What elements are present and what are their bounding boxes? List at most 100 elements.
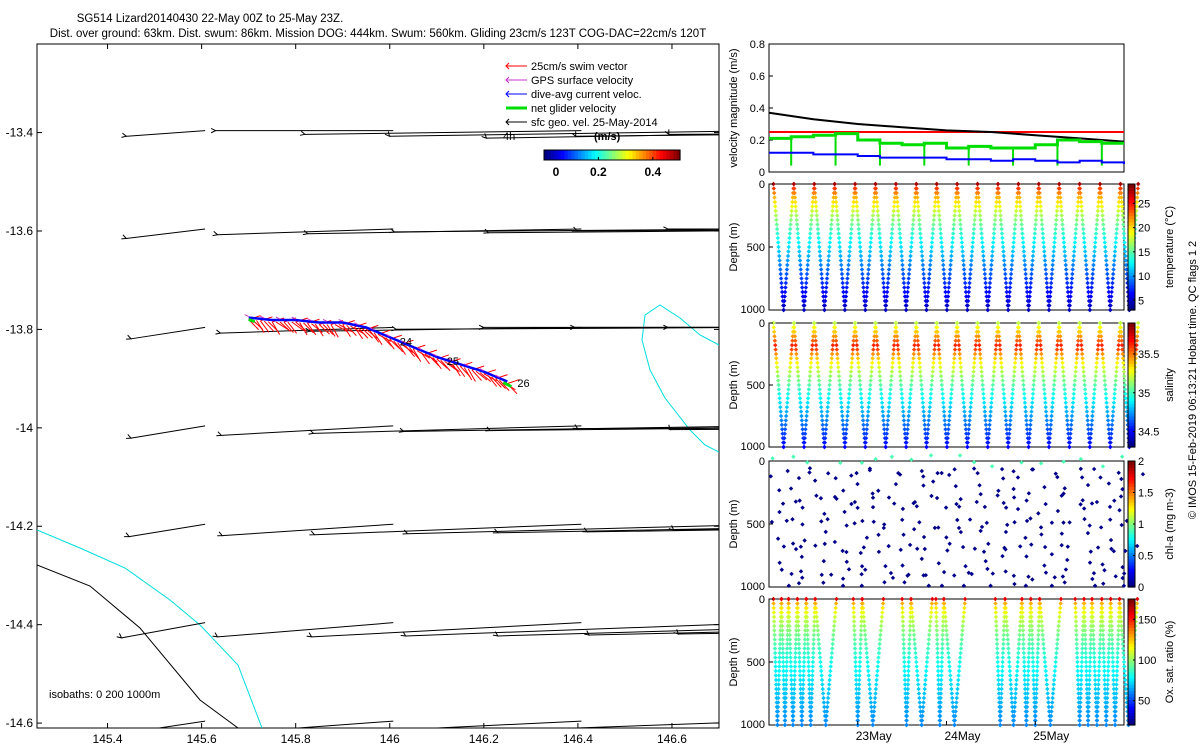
profile-point (1061, 459, 1066, 464)
profile-point (885, 285, 890, 290)
profile-point (977, 208, 982, 214)
profile-point (1089, 285, 1094, 290)
profile-point (936, 347, 942, 352)
profile-point (993, 596, 998, 602)
profile-point (905, 691, 910, 696)
profile-point (1017, 632, 1022, 638)
profile-point (820, 686, 825, 692)
profile-point (1062, 382, 1067, 388)
profile-point (884, 298, 889, 304)
profile-point (997, 338, 1002, 343)
map-ytick-label: -13.4 (6, 126, 34, 140)
profile-point (867, 682, 872, 687)
profile-point (944, 535, 949, 540)
profile-colorbar-cell (1128, 505, 1135, 509)
profile-point (1098, 628, 1103, 633)
profile-point (1108, 517, 1113, 522)
geo-vector (486, 133, 719, 139)
profile-point (1110, 409, 1116, 414)
profile-point (1069, 418, 1074, 423)
profile-point (932, 208, 937, 214)
profile-point (1080, 222, 1086, 227)
profile-point (809, 356, 814, 361)
profile-point (1045, 695, 1051, 701)
geo-vector-head (584, 630, 590, 636)
profile-point (899, 396, 905, 401)
profile-point (938, 369, 943, 374)
profile-point (788, 646, 793, 651)
profile-point (917, 520, 922, 525)
profile-point (917, 704, 923, 710)
profile-point (801, 444, 807, 450)
profile-colorbar-cell (1128, 649, 1135, 654)
swim-vector (428, 355, 440, 367)
profile-point (972, 351, 978, 357)
profile-point (924, 307, 929, 313)
profile-point (784, 659, 789, 665)
profile-point (910, 231, 915, 236)
profile-point (929, 244, 934, 250)
profile-point (769, 519, 775, 525)
profile-point (1123, 686, 1129, 692)
profile-point (1062, 249, 1067, 254)
gps-vector (307, 318, 312, 322)
profile-point (1021, 632, 1026, 638)
profile-point (785, 262, 790, 268)
profile-point (855, 505, 860, 511)
profile-point (780, 650, 786, 656)
profile-colorbar-label: chl-a (mg m-3) (1164, 488, 1176, 560)
swim-vector (314, 323, 324, 337)
profile-point (1055, 508, 1061, 514)
profile-point (870, 722, 876, 728)
geo-vector-head (400, 631, 407, 637)
profile-point (899, 258, 905, 263)
depth-ytick-label: 0 (759, 179, 765, 191)
profile-colorbar-cell (1128, 546, 1135, 550)
geo-vector (313, 425, 582, 434)
profile-point (1054, 217, 1059, 223)
profile-point (880, 276, 886, 281)
profile-point (1100, 213, 1105, 218)
profile-point (1054, 208, 1060, 214)
profile-point (877, 646, 882, 651)
profile-point (915, 677, 921, 683)
profile-point (1078, 686, 1084, 692)
profile-point (1001, 391, 1007, 397)
track-day-label: 24 (400, 336, 412, 348)
profile-point (1037, 190, 1042, 196)
profile-point (950, 369, 956, 374)
profile-point (837, 387, 843, 392)
profile-point (988, 271, 993, 277)
profile-point (1073, 614, 1079, 620)
profile-point (937, 713, 943, 719)
profile-point (793, 338, 798, 343)
profile-point (784, 673, 789, 678)
profile-point (867, 249, 873, 254)
profile-point (786, 249, 791, 254)
profile-point (825, 267, 830, 272)
map-xtick-label: 146.2 (469, 732, 499, 746)
profile-point (816, 231, 821, 236)
profile-point (1101, 226, 1106, 232)
profile-point (791, 320, 797, 326)
profile-point (851, 199, 856, 205)
profile-point (907, 637, 912, 642)
profile-point (1058, 338, 1063, 343)
profile-point (779, 601, 784, 606)
geo-vector (427, 720, 582, 728)
profile-point (1046, 307, 1052, 313)
profile-point (791, 181, 797, 187)
profile-colorbar-tick-label: 35.5 (1138, 349, 1159, 361)
profile-point (801, 307, 807, 313)
profile-point (1005, 444, 1011, 450)
profile-point (884, 289, 890, 295)
profile-point (1117, 508, 1122, 513)
profile-point (837, 240, 842, 245)
profile-point (938, 704, 943, 710)
depth-ytick-label: 1000 (741, 581, 765, 593)
profile-point (1084, 677, 1089, 683)
profile-point (909, 601, 914, 606)
profile-point (901, 276, 906, 281)
profile-point (965, 444, 970, 450)
profile-point (777, 258, 782, 263)
